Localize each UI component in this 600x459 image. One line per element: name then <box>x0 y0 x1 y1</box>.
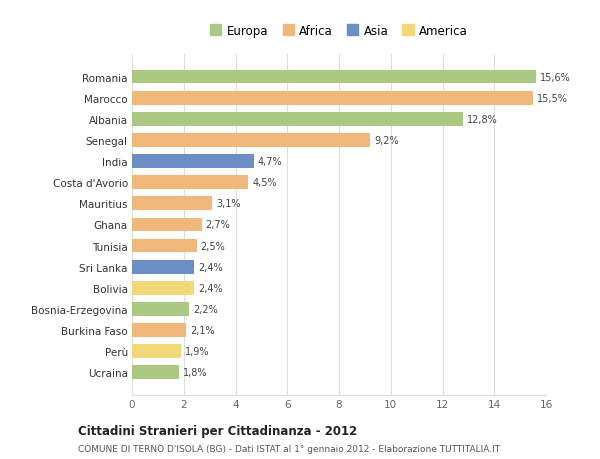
Bar <box>132 302 189 316</box>
Bar <box>132 155 254 168</box>
Bar <box>132 345 181 358</box>
Text: 1,9%: 1,9% <box>185 347 209 356</box>
Legend: Europa, Africa, Asia, America: Europa, Africa, Asia, America <box>206 20 472 43</box>
Bar <box>132 218 202 232</box>
Bar <box>132 197 212 211</box>
Text: 2,7%: 2,7% <box>206 220 230 230</box>
Text: 15,6%: 15,6% <box>539 73 570 82</box>
Bar <box>132 71 536 84</box>
Text: 4,5%: 4,5% <box>253 178 277 188</box>
Bar <box>132 239 197 253</box>
Bar <box>132 176 248 190</box>
Bar <box>132 92 533 105</box>
Text: 1,8%: 1,8% <box>182 368 207 377</box>
Text: 9,2%: 9,2% <box>374 135 398 146</box>
Text: 15,5%: 15,5% <box>537 94 568 103</box>
Text: 2,1%: 2,1% <box>190 325 215 335</box>
Text: Cittadini Stranieri per Cittadinanza - 2012: Cittadini Stranieri per Cittadinanza - 2… <box>78 424 357 437</box>
Text: 4,7%: 4,7% <box>257 157 282 167</box>
Text: 2,4%: 2,4% <box>198 283 223 293</box>
Bar <box>132 281 194 295</box>
Text: 2,5%: 2,5% <box>200 241 226 251</box>
Text: 3,1%: 3,1% <box>216 199 241 209</box>
Bar <box>132 260 194 274</box>
Text: 2,2%: 2,2% <box>193 304 218 314</box>
Bar <box>132 366 179 379</box>
Bar <box>132 112 463 126</box>
Text: COMUNE DI TERNO D'ISOLA (BG) - Dati ISTAT al 1° gennaio 2012 - Elaborazione TUTT: COMUNE DI TERNO D'ISOLA (BG) - Dati ISTA… <box>78 444 500 453</box>
Bar <box>132 134 370 147</box>
Bar <box>132 324 187 337</box>
Text: 2,4%: 2,4% <box>198 262 223 272</box>
Text: 12,8%: 12,8% <box>467 115 498 124</box>
